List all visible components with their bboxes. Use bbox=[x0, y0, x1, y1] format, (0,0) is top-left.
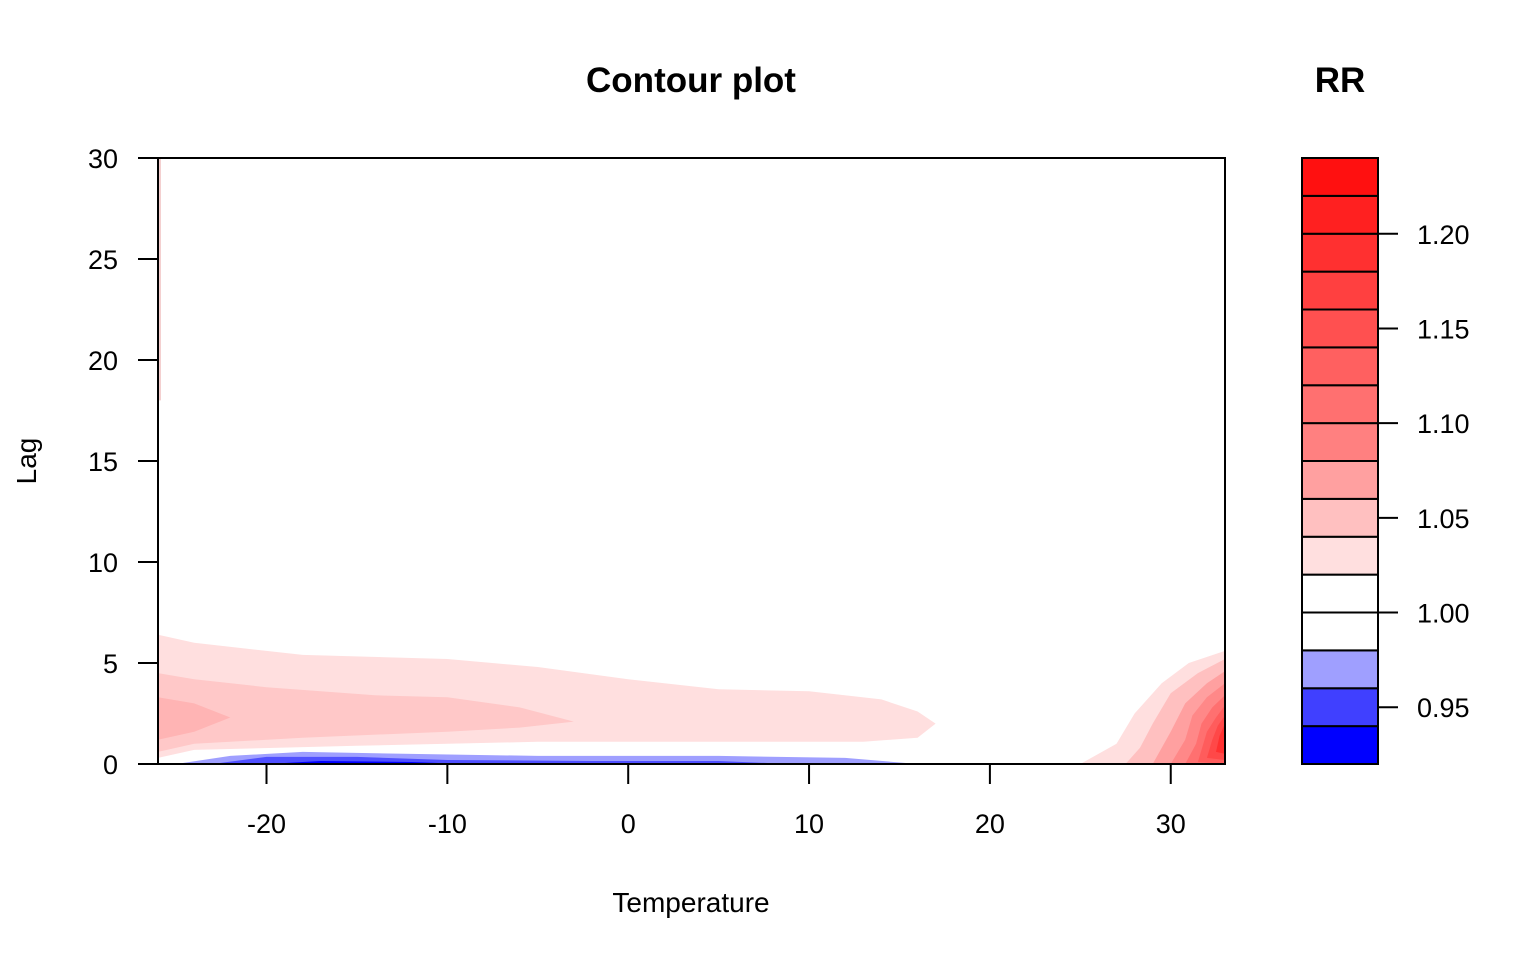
legend-swatch bbox=[1301, 157, 1379, 197]
y-tick-label: 10 bbox=[88, 548, 118, 578]
y-axis: 0 5 10 15 20 25 30 bbox=[88, 144, 158, 780]
legend-swatch bbox=[1301, 649, 1379, 690]
y-tick-label: 5 bbox=[103, 649, 118, 679]
y-tick-label: 30 bbox=[88, 144, 118, 174]
y-tick-label: 15 bbox=[88, 447, 118, 477]
x-tick-label: -10 bbox=[428, 809, 467, 839]
x-tick-label: 10 bbox=[794, 809, 824, 839]
legend-frame bbox=[1301, 157, 1379, 765]
legend-swatch bbox=[1301, 535, 1379, 576]
legend-swatch bbox=[1301, 422, 1379, 462]
legend-tick-label: 1.20 bbox=[1417, 220, 1470, 250]
legend-tick-label: 1.05 bbox=[1417, 504, 1470, 534]
legend-swatch bbox=[1301, 611, 1379, 652]
legend-tick-label: 1.10 bbox=[1417, 409, 1470, 439]
x-tick-label: 0 bbox=[621, 809, 636, 839]
x-tick-label: 30 bbox=[1156, 809, 1186, 839]
x-tick-label: 20 bbox=[975, 809, 1005, 839]
legend-swatch bbox=[1301, 573, 1379, 614]
legend-tick-label: 1.15 bbox=[1417, 314, 1470, 344]
legend-swatch bbox=[1301, 232, 1379, 273]
legend-swatch bbox=[1301, 725, 1379, 765]
legend-swatch bbox=[1301, 194, 1379, 235]
contour-region-hot-pink-16 bbox=[1216, 723, 1225, 754]
legend-swatch bbox=[1301, 270, 1379, 311]
legend-swatch bbox=[1301, 497, 1379, 538]
x-axis: -20 -10 0 10 20 30 bbox=[247, 763, 1186, 839]
y-axis-label: Lag bbox=[11, 438, 42, 485]
contour-region-low-lag-mid-pink bbox=[158, 697, 231, 740]
x-tick-label: -20 bbox=[247, 809, 286, 839]
contour-regions bbox=[158, 158, 1225, 764]
color-legend: 0.95 1.00 1.05 1.10 1.15 1.20 bbox=[1301, 157, 1470, 765]
legend-title: RR bbox=[1315, 61, 1366, 100]
legend-swatch bbox=[1301, 384, 1379, 425]
x-axis-label: Temperature bbox=[612, 887, 769, 918]
legend-swatch bbox=[1301, 687, 1379, 728]
y-tick-label: 20 bbox=[88, 346, 118, 376]
legend-swatch bbox=[1301, 460, 1379, 500]
contour-region-low-lag-pink bbox=[158, 673, 574, 752]
legend-swatch bbox=[1301, 346, 1379, 387]
y-tick-label: 0 bbox=[103, 750, 118, 780]
legend-tick-label: 0.95 bbox=[1417, 693, 1470, 723]
chart-title: Contour plot bbox=[586, 61, 796, 100]
y-tick-label: 25 bbox=[88, 245, 118, 275]
legend-swatch bbox=[1301, 308, 1379, 349]
legend-tick-label: 1.00 bbox=[1417, 599, 1470, 629]
